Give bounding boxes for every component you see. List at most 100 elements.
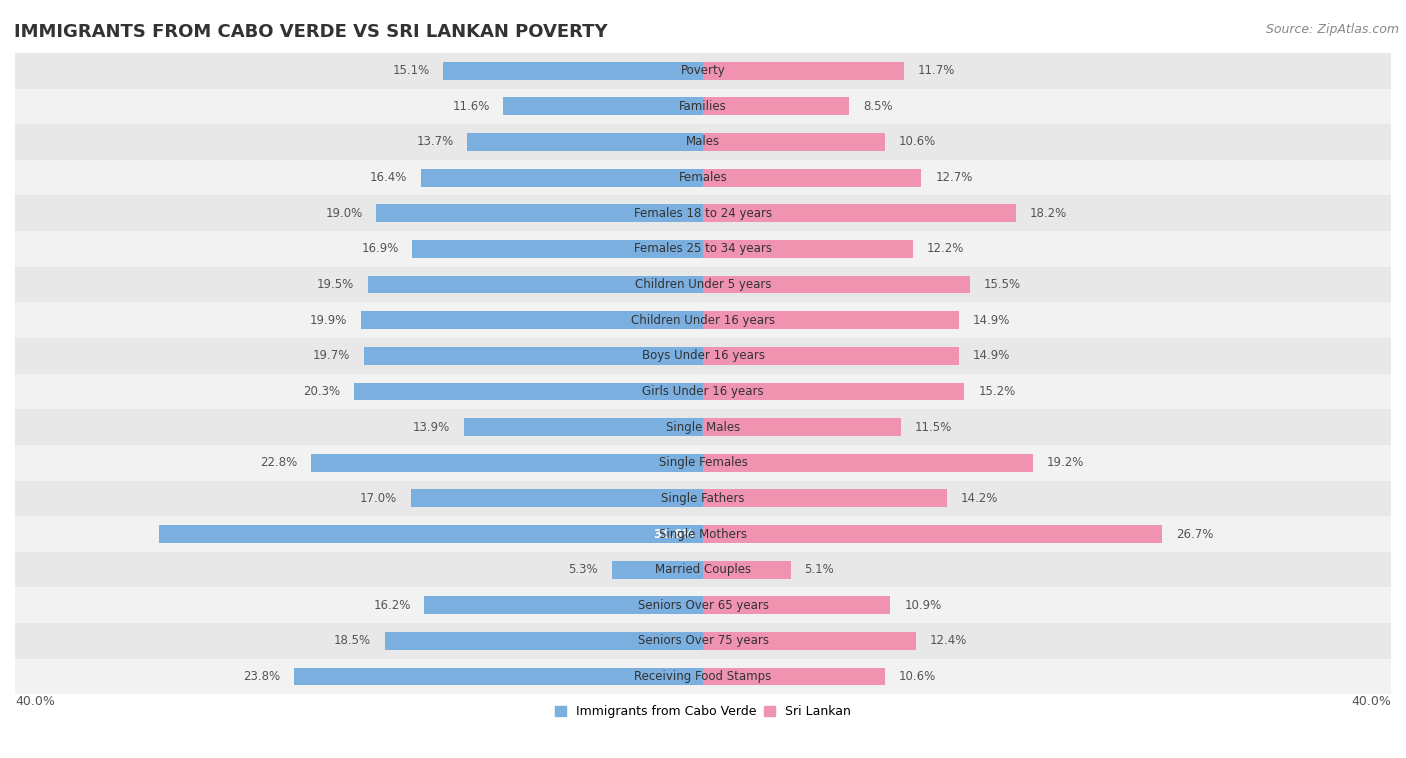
Bar [15,124,1391,160]
Bar [15,302,1391,338]
Bar [311,454,703,471]
Text: Single Fathers: Single Fathers [661,492,745,505]
Text: IMMIGRANTS FROM CABO VERDE VS SRI LANKAN POVERTY: IMMIGRANTS FROM CABO VERDE VS SRI LANKAN… [14,23,607,41]
Bar [443,62,703,80]
Bar [703,632,917,650]
Bar [703,418,901,436]
Text: 19.0%: 19.0% [325,207,363,220]
Text: 11.6%: 11.6% [453,100,489,113]
Text: Seniors Over 65 years: Seniors Over 65 years [637,599,769,612]
Bar [377,205,703,222]
Text: Children Under 5 years: Children Under 5 years [634,278,772,291]
Text: Single Mothers: Single Mothers [659,528,747,540]
Bar [703,525,1163,543]
Text: 19.9%: 19.9% [309,314,347,327]
Text: Females 25 to 34 years: Females 25 to 34 years [634,243,772,255]
Text: 19.7%: 19.7% [314,349,350,362]
Bar [703,561,790,578]
Text: 23.8%: 23.8% [243,670,280,683]
Bar [703,454,1033,471]
Text: 16.9%: 16.9% [361,243,398,255]
Legend: Immigrants from Cabo Verde, Sri Lankan: Immigrants from Cabo Verde, Sri Lankan [550,700,856,723]
Bar [703,383,965,400]
Bar [15,53,1391,89]
Bar [412,240,703,258]
Text: Poverty: Poverty [681,64,725,77]
Text: 5.1%: 5.1% [804,563,834,576]
Bar [703,205,1017,222]
Text: 19.5%: 19.5% [316,278,354,291]
Text: 15.1%: 15.1% [392,64,429,77]
Bar [15,587,1391,623]
Bar [703,169,921,186]
Bar [294,668,703,685]
Text: 10.9%: 10.9% [904,599,942,612]
Text: 31.6%: 31.6% [654,528,695,540]
Bar [15,623,1391,659]
Bar [411,490,703,507]
Bar [15,659,1391,694]
Text: 10.6%: 10.6% [898,136,936,149]
Bar [15,516,1391,552]
Bar [15,338,1391,374]
Bar [703,240,912,258]
Text: Males: Males [686,136,720,149]
Bar [15,267,1391,302]
Bar [703,133,886,151]
Text: Boys Under 16 years: Boys Under 16 years [641,349,765,362]
Text: 13.9%: 13.9% [413,421,450,434]
Text: 12.7%: 12.7% [935,171,973,184]
Bar [15,552,1391,587]
Text: 16.2%: 16.2% [373,599,411,612]
Bar [364,347,703,365]
Text: Girls Under 16 years: Girls Under 16 years [643,385,763,398]
Text: Single Females: Single Females [658,456,748,469]
Text: Single Males: Single Males [666,421,740,434]
Bar [15,160,1391,196]
Bar [367,276,703,293]
Text: Children Under 16 years: Children Under 16 years [631,314,775,327]
Text: Married Couples: Married Couples [655,563,751,576]
Bar [703,490,948,507]
Text: 10.6%: 10.6% [898,670,936,683]
Text: Seniors Over 75 years: Seniors Over 75 years [637,634,769,647]
Text: 26.7%: 26.7% [1175,528,1213,540]
Bar [420,169,703,186]
Bar [503,98,703,115]
Bar [425,597,703,614]
Bar [15,445,1391,481]
Bar [612,561,703,578]
Text: 12.2%: 12.2% [927,243,965,255]
Text: 15.5%: 15.5% [983,278,1021,291]
Text: Females: Females [679,171,727,184]
Text: 13.7%: 13.7% [416,136,454,149]
Bar [703,312,959,329]
Text: 15.2%: 15.2% [979,385,1015,398]
Text: Source: ZipAtlas.com: Source: ZipAtlas.com [1265,23,1399,36]
Text: 16.4%: 16.4% [370,171,408,184]
Bar [464,418,703,436]
Text: 11.5%: 11.5% [914,421,952,434]
Bar [703,347,959,365]
Bar [703,62,904,80]
Bar [15,89,1391,124]
Bar [15,481,1391,516]
Bar [15,196,1391,231]
Text: Females 18 to 24 years: Females 18 to 24 years [634,207,772,220]
Text: Families: Families [679,100,727,113]
Bar [703,98,849,115]
Text: 40.0%: 40.0% [1351,695,1391,708]
Bar [159,525,703,543]
Text: 11.7%: 11.7% [918,64,955,77]
Bar [385,632,703,650]
Bar [361,312,703,329]
Text: 14.2%: 14.2% [960,492,998,505]
Bar [15,231,1391,267]
Bar [467,133,703,151]
Text: 19.2%: 19.2% [1047,456,1084,469]
Bar [703,668,886,685]
Text: 14.9%: 14.9% [973,314,1011,327]
Text: 17.0%: 17.0% [360,492,396,505]
Text: Receiving Food Stamps: Receiving Food Stamps [634,670,772,683]
Bar [703,597,890,614]
